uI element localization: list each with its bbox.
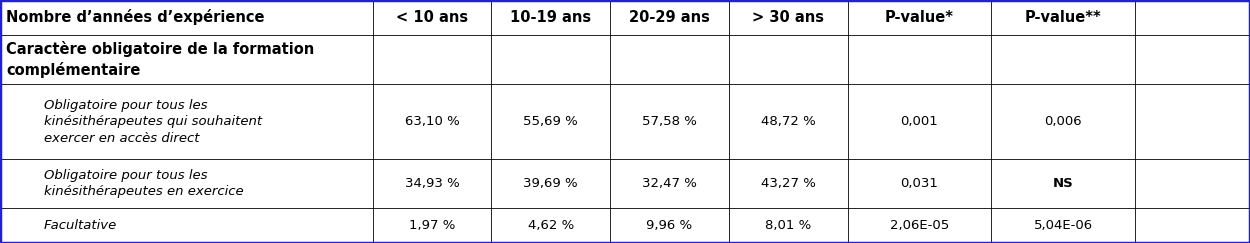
Text: 5,04E-06: 5,04E-06 — [1034, 219, 1092, 232]
Text: 48,72 %: 48,72 % — [761, 115, 815, 128]
Text: 0,031: 0,031 — [900, 177, 939, 190]
Text: 55,69 %: 55,69 % — [524, 115, 578, 128]
Text: 1,97 %: 1,97 % — [409, 219, 455, 232]
Text: 10-19 ans: 10-19 ans — [510, 10, 591, 25]
Text: 2,06E-05: 2,06E-05 — [890, 219, 949, 232]
Text: NS: NS — [1052, 177, 1074, 190]
Text: Obligatoire pour tous les
kinésithérapeutes en exercice: Obligatoire pour tous les kinésithérapeu… — [44, 169, 244, 198]
Text: < 10 ans: < 10 ans — [396, 10, 468, 25]
Text: 63,10 %: 63,10 % — [405, 115, 459, 128]
Text: 8,01 %: 8,01 % — [765, 219, 811, 232]
Text: 20-29 ans: 20-29 ans — [629, 10, 710, 25]
Text: Nombre d’années d’expérience: Nombre d’années d’expérience — [6, 9, 265, 26]
Text: Facultative: Facultative — [44, 219, 118, 232]
Text: 39,69 %: 39,69 % — [524, 177, 578, 190]
Text: > 30 ans: > 30 ans — [752, 10, 824, 25]
Text: 32,47 %: 32,47 % — [642, 177, 696, 190]
Text: P-value*: P-value* — [885, 10, 954, 25]
Text: P-value**: P-value** — [1025, 10, 1101, 25]
Text: Caractère obligatoire de la formation
complémentaire: Caractère obligatoire de la formation co… — [6, 41, 315, 78]
Text: 34,93 %: 34,93 % — [405, 177, 459, 190]
Text: 43,27 %: 43,27 % — [761, 177, 815, 190]
Text: 57,58 %: 57,58 % — [642, 115, 696, 128]
Text: 0,006: 0,006 — [1044, 115, 1082, 128]
Text: Obligatoire pour tous les
kinésithérapeutes qui souhaitent
exercer en accès dire: Obligatoire pour tous les kinésithérapeu… — [44, 98, 262, 145]
Text: 0,001: 0,001 — [900, 115, 939, 128]
Text: 9,96 %: 9,96 % — [646, 219, 692, 232]
Text: 4,62 %: 4,62 % — [528, 219, 574, 232]
